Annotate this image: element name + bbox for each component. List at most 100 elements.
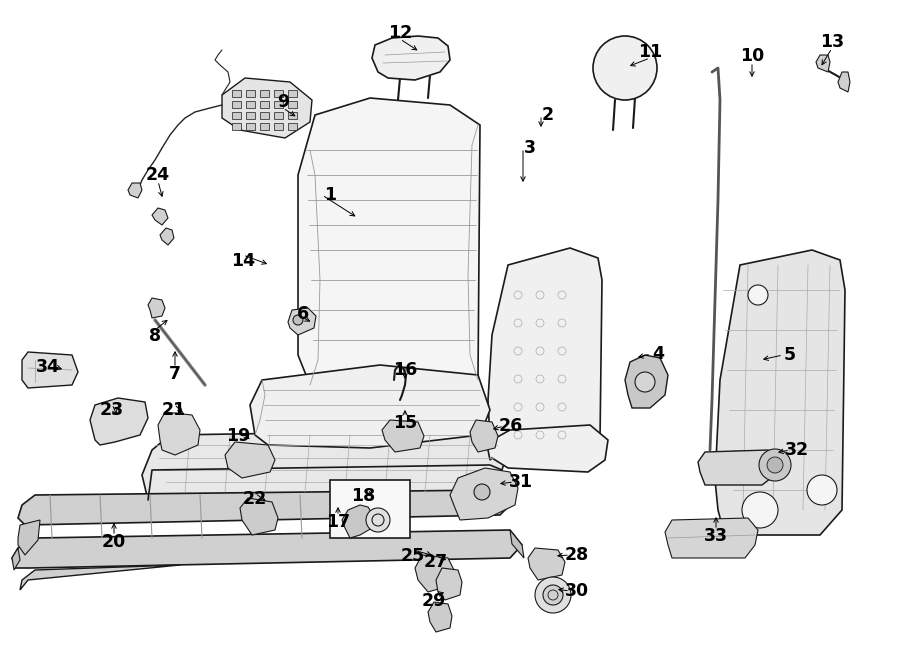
- Text: 7: 7: [169, 365, 181, 383]
- Polygon shape: [428, 602, 452, 632]
- Bar: [274, 90, 283, 97]
- Text: 27: 27: [424, 553, 448, 571]
- Bar: [232, 112, 241, 119]
- Polygon shape: [665, 518, 758, 558]
- Polygon shape: [148, 298, 165, 318]
- Text: 15: 15: [393, 414, 417, 432]
- Polygon shape: [528, 548, 565, 580]
- Circle shape: [593, 36, 657, 100]
- Text: 3: 3: [524, 139, 536, 157]
- Text: 10: 10: [740, 47, 764, 65]
- Text: 19: 19: [226, 427, 250, 445]
- Circle shape: [543, 585, 563, 605]
- Polygon shape: [382, 420, 424, 452]
- Polygon shape: [342, 505, 375, 538]
- Bar: [246, 90, 255, 97]
- Polygon shape: [816, 55, 830, 72]
- Polygon shape: [12, 530, 522, 568]
- Text: 32: 32: [785, 441, 809, 459]
- Bar: [330, 480, 410, 538]
- Circle shape: [767, 457, 783, 473]
- Bar: [232, 123, 241, 130]
- Polygon shape: [128, 183, 142, 198]
- Text: 33: 33: [704, 527, 728, 545]
- Bar: [246, 123, 255, 130]
- Circle shape: [535, 577, 571, 613]
- Circle shape: [366, 508, 390, 532]
- Polygon shape: [18, 520, 40, 555]
- Polygon shape: [488, 248, 602, 460]
- Circle shape: [742, 492, 778, 528]
- Text: 13: 13: [820, 33, 844, 51]
- Text: 21: 21: [162, 401, 186, 419]
- Text: 4: 4: [652, 345, 664, 363]
- Text: 1: 1: [324, 186, 336, 204]
- Text: 6: 6: [297, 305, 309, 323]
- Text: 9: 9: [277, 93, 289, 111]
- Bar: [232, 90, 241, 97]
- Polygon shape: [250, 365, 490, 448]
- Polygon shape: [415, 555, 455, 592]
- Text: 5: 5: [784, 346, 796, 364]
- Text: 26: 26: [499, 417, 523, 435]
- Bar: [232, 101, 241, 108]
- Polygon shape: [152, 208, 168, 225]
- Circle shape: [474, 484, 490, 500]
- Bar: [288, 123, 297, 130]
- Bar: [246, 101, 255, 108]
- Polygon shape: [158, 412, 200, 455]
- Text: 12: 12: [388, 24, 412, 42]
- Polygon shape: [288, 308, 316, 335]
- Circle shape: [293, 315, 303, 325]
- Polygon shape: [90, 398, 148, 445]
- Bar: [274, 123, 283, 130]
- Text: 31: 31: [508, 473, 533, 491]
- Text: 20: 20: [102, 533, 126, 551]
- Polygon shape: [372, 36, 450, 80]
- Bar: [274, 101, 283, 108]
- Bar: [274, 112, 283, 119]
- Bar: [260, 101, 269, 108]
- Polygon shape: [625, 355, 668, 408]
- Polygon shape: [225, 442, 275, 478]
- Polygon shape: [298, 98, 480, 400]
- Text: 2: 2: [542, 106, 554, 124]
- Text: 34: 34: [36, 358, 60, 376]
- Polygon shape: [240, 498, 278, 535]
- Bar: [288, 101, 297, 108]
- Bar: [260, 123, 269, 130]
- Polygon shape: [160, 228, 174, 245]
- Polygon shape: [488, 425, 608, 472]
- Polygon shape: [715, 250, 845, 535]
- Polygon shape: [698, 450, 778, 485]
- Polygon shape: [436, 568, 462, 600]
- Bar: [288, 90, 297, 97]
- Text: 24: 24: [146, 166, 170, 184]
- Bar: [246, 112, 255, 119]
- Text: 23: 23: [100, 401, 124, 419]
- Bar: [288, 112, 297, 119]
- Bar: [260, 90, 269, 97]
- Polygon shape: [222, 78, 312, 138]
- Text: 11: 11: [638, 43, 662, 61]
- Polygon shape: [142, 430, 508, 500]
- Text: 30: 30: [565, 582, 590, 600]
- Polygon shape: [18, 490, 510, 525]
- Circle shape: [635, 372, 655, 392]
- Polygon shape: [450, 468, 518, 520]
- Polygon shape: [838, 72, 850, 92]
- Text: 18: 18: [351, 487, 375, 505]
- Text: 25: 25: [400, 547, 425, 565]
- Bar: [260, 112, 269, 119]
- Text: 16: 16: [393, 361, 417, 379]
- Circle shape: [748, 285, 768, 305]
- Text: 14: 14: [231, 252, 255, 270]
- Text: 17: 17: [326, 513, 350, 531]
- Text: 29: 29: [422, 592, 446, 610]
- Circle shape: [807, 475, 837, 505]
- Polygon shape: [20, 565, 180, 590]
- Polygon shape: [510, 530, 524, 558]
- Polygon shape: [470, 420, 498, 452]
- Text: 28: 28: [565, 546, 590, 564]
- Circle shape: [759, 449, 791, 481]
